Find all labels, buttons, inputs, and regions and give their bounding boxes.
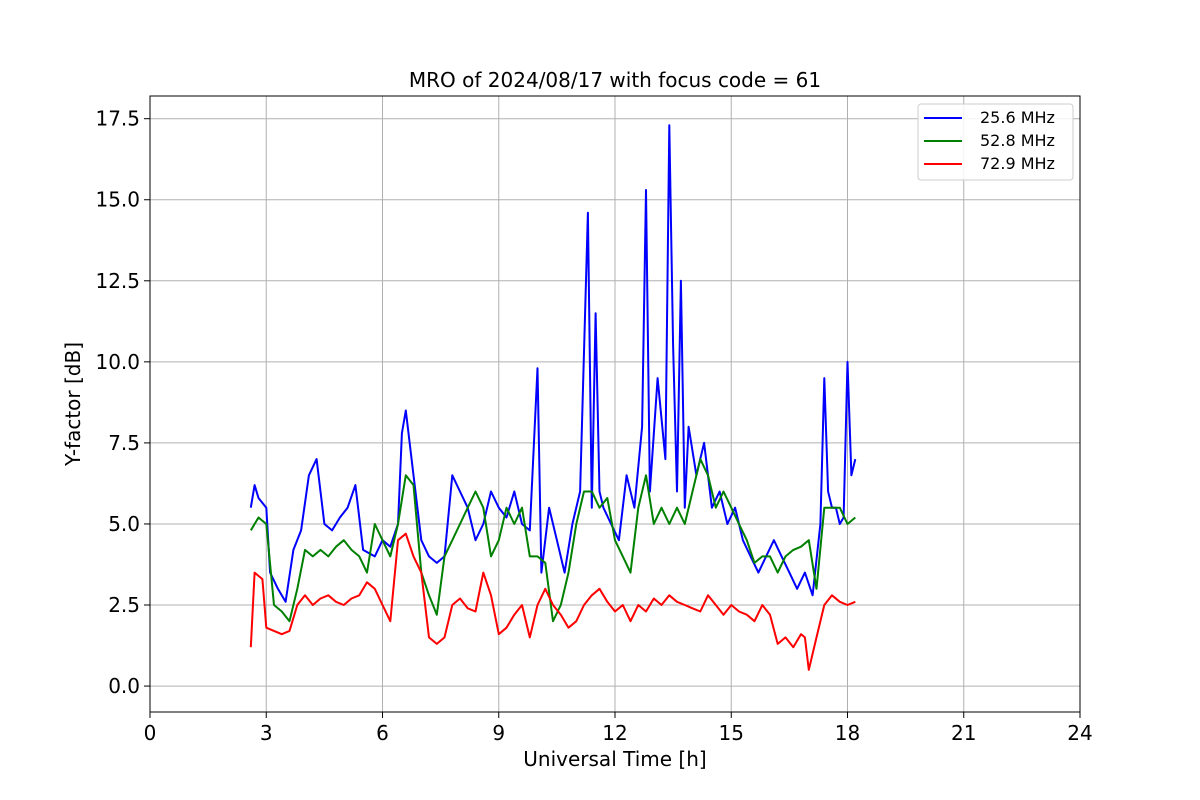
y-tick-label: 10.0 [95,350,140,374]
y-tick-label: 15.0 [95,188,140,212]
x-tick-label: 6 [376,721,389,745]
x-tick-label: 21 [951,721,976,745]
series-line-72-9-mhz [249,532,856,671]
legend-label-72-9: 72.9 MHz [980,154,1055,173]
x-tick-label: 3 [260,721,273,745]
x-axis-ticks: 0 3 6 9 12 15 18 21 24 [144,712,1093,745]
legend-label-52-8: 52.8 MHz [980,131,1055,150]
series-line-25-6-mhz [249,124,857,603]
legend: 25.6 MHz 52.8 MHz 72.9 MHz [917,103,1074,181]
series-line-52-8-mhz [249,458,856,623]
x-tick-label: 15 [719,721,744,745]
chart-title: MRO of 2024/08/17 with focus code = 61 [409,68,821,92]
legend-label-25-6: 25.6 MHz [980,108,1055,127]
y-tick-label: 2.5 [108,593,140,617]
y-tick-label: 17.5 [95,107,140,131]
legend-box [917,103,1074,181]
y-tick-label: 12.5 [95,269,140,293]
y-tick-label: 7.5 [108,431,140,455]
y-tick-label: 5.0 [108,512,140,536]
x-tick-label: 18 [835,721,860,745]
y-axis-label: Y-factor [dB] [61,342,85,467]
y-tick-label: 0.0 [108,674,140,698]
series-layer [249,124,857,671]
x-tick-label: 0 [144,721,157,745]
x-tick-label: 12 [602,721,627,745]
y-axis-ticks: 0.0 2.5 5.0 7.5 10.0 12.5 15.0 17.5 [95,107,150,698]
x-tick-label: 24 [1067,721,1092,745]
x-tick-label: 9 [492,721,505,745]
x-axis-label: Universal Time [h] [523,747,706,771]
